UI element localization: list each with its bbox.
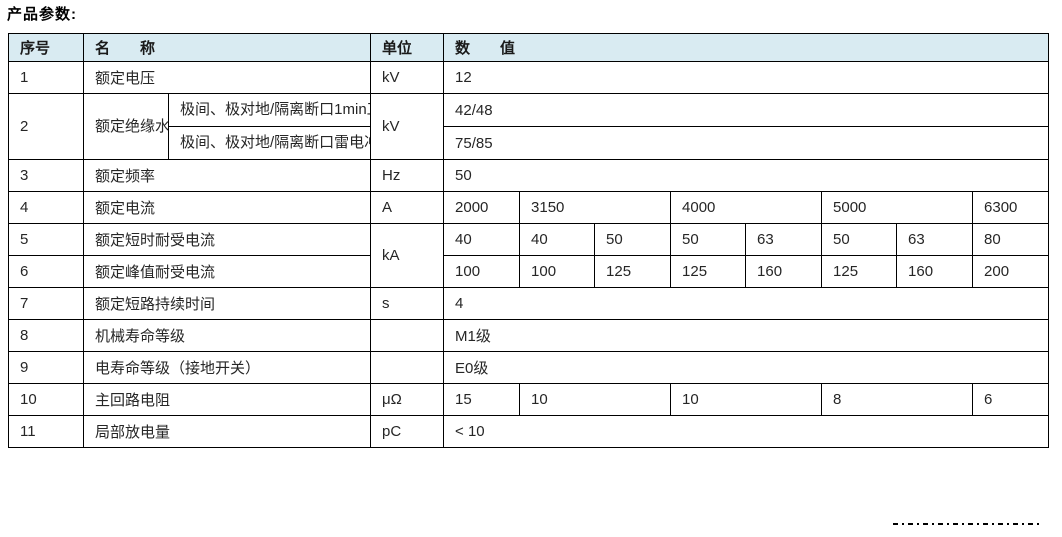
- param-value: 42/48: [443, 93, 1050, 127]
- param-name: 额定电压: [82, 61, 372, 94]
- param-unit: kV: [370, 61, 445, 94]
- param-value: E0级: [443, 351, 1050, 384]
- row-no: 1: [8, 61, 84, 94]
- row-no: 7: [8, 287, 84, 320]
- header-col-no: 序号: [8, 33, 84, 62]
- param-name: 局部放电量: [82, 415, 372, 448]
- param-value: 100: [443, 255, 521, 288]
- param-unit: μΩ: [370, 383, 445, 416]
- table-row-1: 1 额定电压 kV 12: [8, 61, 1050, 94]
- row-no: 10: [8, 383, 84, 416]
- row-no: 5: [8, 223, 84, 256]
- param-value: 2000: [443, 191, 521, 224]
- param-name: 额定峰值耐受电流: [82, 255, 372, 288]
- row-no: 4: [8, 191, 84, 224]
- param-value: 125: [670, 255, 747, 288]
- param-name: 额定短时耐受电流: [82, 223, 372, 256]
- row-no: 6: [8, 255, 84, 288]
- param-value: < 10: [443, 415, 1050, 448]
- page-title: 产品参数:: [7, 6, 77, 23]
- param-value: 50: [670, 223, 747, 256]
- header-row: 序号 名 称 单位 数 值: [8, 33, 1050, 62]
- param-unit: [370, 319, 445, 352]
- row-no: 11: [8, 415, 84, 448]
- param-value: 160: [896, 255, 974, 288]
- table-row-8: 8 机械寿命等级 M1级: [8, 319, 1050, 352]
- product-params-table: 序号 名 称 单位 数 值 1 额定电压 kV 12 2 额定绝缘水平 极间、极…: [8, 33, 1050, 448]
- param-value: 4: [443, 287, 1050, 320]
- param-value: 10: [670, 383, 823, 416]
- param-unit: [370, 351, 445, 384]
- param-value: 125: [594, 255, 672, 288]
- param-name: 额定电流: [82, 191, 372, 224]
- param-subname: 极间、极对地/隔离断口1min工频耐受电压: [167, 93, 372, 127]
- row-no: 2: [8, 93, 84, 160]
- param-name: 主回路电阻: [82, 383, 372, 416]
- table-row-7: 7 额定短路持续时间 s 4: [8, 287, 1050, 320]
- param-value: 5000: [821, 191, 974, 224]
- header-col-unit: 单位: [370, 33, 445, 62]
- param-unit: s: [370, 287, 445, 320]
- param-value: M1级: [443, 319, 1050, 352]
- header-col-name: 名 称: [82, 33, 372, 62]
- param-subname: 极间、极对地/隔离断口雷电冲击耐受电压(峰值): [167, 126, 372, 160]
- param-name: 额定频率: [82, 159, 372, 192]
- param-unit: pC: [370, 415, 445, 448]
- table-row-4: 4 额定电流 A 2000 3150 4000 5000 6300: [8, 191, 1050, 224]
- row-no: 8: [8, 319, 84, 352]
- param-value: 100: [519, 255, 596, 288]
- param-name: 额定绝缘水平: [83, 93, 169, 160]
- param-unit: Hz: [370, 159, 445, 192]
- param-name: 机械寿命等级: [82, 319, 372, 352]
- param-unit: kA: [370, 223, 445, 288]
- param-value: 10: [519, 383, 672, 416]
- param-value: 40: [519, 223, 596, 256]
- table-row-2a: 2 额定绝缘水平 极间、极对地/隔离断口1min工频耐受电压 kV 42/48: [8, 93, 1050, 160]
- param-value: 50: [594, 223, 672, 256]
- param-value: 75/85: [443, 126, 1050, 160]
- row-no: 3: [8, 159, 84, 192]
- param-unit: kV: [370, 93, 445, 160]
- header-col-value: 数 值: [443, 33, 1050, 62]
- table-row-6: 6 额定峰值耐受电流 100 100 125 125 160 125 160 2…: [8, 255, 1050, 288]
- table-row-5: 5 额定短时耐受电流 kA 40 40 50 50 63 50 63 80: [8, 223, 1050, 288]
- row-no: 9: [8, 351, 84, 384]
- param-value: 63: [896, 223, 974, 256]
- param-value: 160: [745, 255, 823, 288]
- param-value: 125: [821, 255, 898, 288]
- param-value: 4000: [670, 191, 823, 224]
- param-value: 6300: [972, 191, 1050, 224]
- param-value: 50: [821, 223, 898, 256]
- table-row-3: 3 额定频率 Hz 50: [8, 159, 1050, 192]
- param-unit: A: [370, 191, 445, 224]
- param-value: 40: [443, 223, 521, 256]
- param-value: 6: [972, 383, 1050, 416]
- table-row-9: 9 电寿命等级（接地开关） E0级: [8, 351, 1050, 384]
- param-value: 63: [745, 223, 823, 256]
- param-value: 3150: [519, 191, 672, 224]
- param-value: 12: [443, 61, 1050, 94]
- param-value: 15: [443, 383, 521, 416]
- table-row-2b: 极间、极对地/隔离断口雷电冲击耐受电压(峰值) 75/85: [9, 126, 1050, 160]
- table-row-10: 10 主回路电阻 μΩ 15 10 10 8 6: [8, 383, 1050, 416]
- param-value: 8: [821, 383, 974, 416]
- param-name: 额定短路持续时间: [82, 287, 372, 320]
- param-value: 80: [972, 223, 1050, 256]
- table-row-11: 11 局部放电量 pC < 10: [8, 415, 1050, 448]
- watermark-dashes: [893, 523, 1039, 525]
- param-value: 200: [972, 255, 1050, 288]
- param-name: 电寿命等级（接地开关）: [82, 351, 372, 384]
- param-value: 50: [443, 159, 1050, 192]
